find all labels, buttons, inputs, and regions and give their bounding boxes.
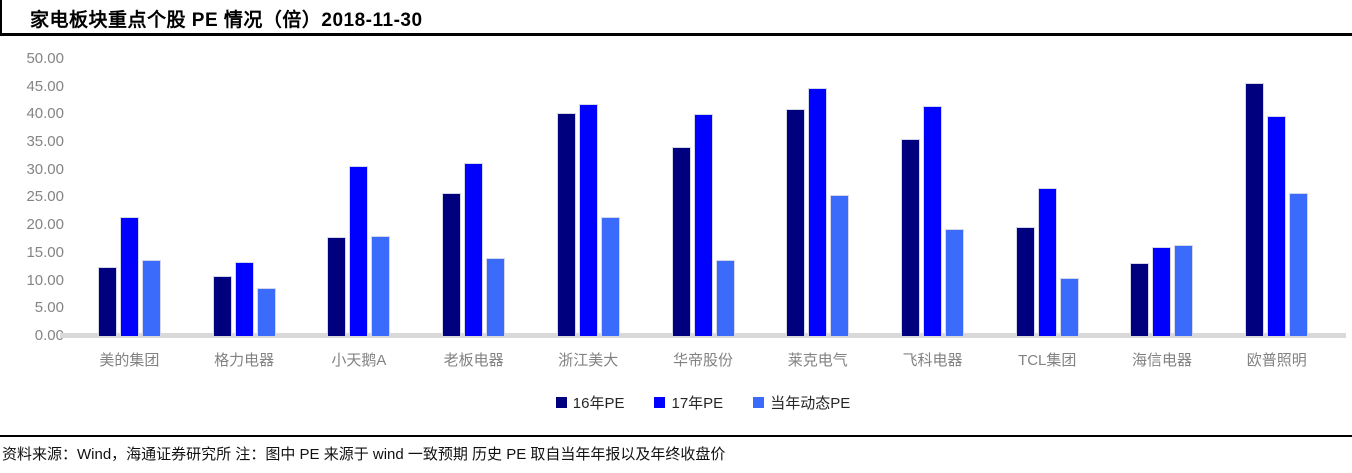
legend-label: 17年PE [671,395,724,412]
bar-group [187,59,302,336]
bar-16年PE [1245,83,1265,336]
bar-17年PE [1152,246,1172,336]
bar-group [760,59,875,336]
x-axis-labels: 美的集团 格力电器 小天鹅A 老板电器 浙江美大 华帝股份 莱克电气 飞科电器 TCL集团 海信电… [72,349,1334,370]
bar-17年PE [234,261,254,336]
title-cell-left-border [0,0,2,34]
bar-当年动态PE [486,258,506,336]
bar-当年动态PE [600,216,620,336]
legend-label: 当年动态PE [770,395,851,412]
bar-16年PE [1130,262,1150,336]
bar-group [646,59,761,336]
bar-16年PE [1015,226,1035,336]
x-axis-category-label: 莱克电气 [787,352,848,369]
bar-17年PE [1037,187,1057,336]
x-axis-category-label: 小天鹅A [331,352,387,369]
bar-group [1105,59,1220,336]
x-axis-category-label: 华帝股份 [673,352,734,369]
y-axis-tick-label: 50.00 [26,50,64,67]
bar-当年动态PE [1174,245,1194,336]
x-axis-category-label: 飞科电器 [902,352,963,369]
footer-rule [0,435,1352,437]
bar-17年PE [923,105,942,336]
legend-swatch [753,397,765,408]
bar-group [531,59,646,336]
x-axis-category-label: 浙江美大 [558,352,619,369]
bar-当年动态PE [945,228,964,336]
y-axis: 50.00 45.00 40.00 35.00 30.00 25.00 20.00 15.00… [0,51,64,344]
bar-当年动态PE [371,236,391,336]
x-axis-category-label: 格力电器 [214,352,275,369]
bar-group [990,59,1105,336]
bar-group [1219,59,1334,336]
bar-当年动态PE [830,195,850,336]
y-axis-tick-label: 40.00 [26,105,64,123]
source-note: 资料来源：Wind，海通证券研究所 注：图中 PE 来源于 wind 一致预期 … [2,446,726,463]
bar-16年PE [786,108,806,336]
bar-16年PE [212,275,232,336]
title-underline-rule [0,33,1352,36]
bar-16年PE [327,236,347,336]
legend-item: 当年动态PE [753,392,850,413]
y-axis-tick-label: 25.00 [26,188,64,206]
legend: 16年PE 17年PE 当年动态PE [72,392,1334,413]
legend-swatch [654,397,666,408]
legend-swatch [555,397,567,408]
bar-当年动态PE [256,288,276,336]
bar-17年PE [349,166,369,336]
bar-17年PE [119,216,139,336]
y-axis-tick-label: 30.00 [26,160,64,178]
bar-group [301,59,416,336]
bar-16年PE [97,266,117,336]
chart-title: 家电板块重点个股 PE 情况（倍）2018-11-30 [30,10,423,31]
y-axis-tick-label: 35.00 [26,133,64,151]
bar-group [416,59,531,336]
plot-area [72,59,1334,336]
bar-16年PE [556,112,576,336]
bar-16年PE [442,193,462,336]
x-axis-category-label: 老板电器 [443,352,504,369]
bar-当年动态PE [1059,277,1079,336]
y-axis-tick-label: 45.00 [26,77,64,95]
legend-item: 17年PE [654,392,723,413]
bar-16年PE [671,146,691,336]
y-axis-tick-label: 15.00 [26,243,64,261]
x-axis-category-label: 欧普照明 [1246,352,1307,369]
y-axis-tick-label: 20.00 [26,216,64,234]
bar-group [875,59,990,336]
legend-item: 16年PE [555,392,625,413]
bar-17年PE [808,87,828,336]
bar-当年动态PE [715,260,735,336]
bar-当年动态PE [1289,192,1309,336]
bar-17年PE [693,114,713,336]
bar-group [72,59,187,336]
bar-17年PE [578,104,598,336]
bar-当年动态PE [141,260,161,336]
bar-17年PE [1267,115,1287,336]
x-axis-category-label: 海信电器 [1131,352,1192,369]
x-axis-category-label: 美的集团 [99,352,160,369]
legend-label: 16年PE [572,395,625,412]
y-axis-tick-label: 0.00 [34,326,64,344]
y-axis-tick-label: 10.00 [26,271,64,289]
bar-16年PE [901,138,920,336]
bar-17年PE [464,163,484,336]
x-axis-category-label: TCL集团 [1018,352,1077,369]
y-axis-tick-label: 5.00 [34,299,64,317]
